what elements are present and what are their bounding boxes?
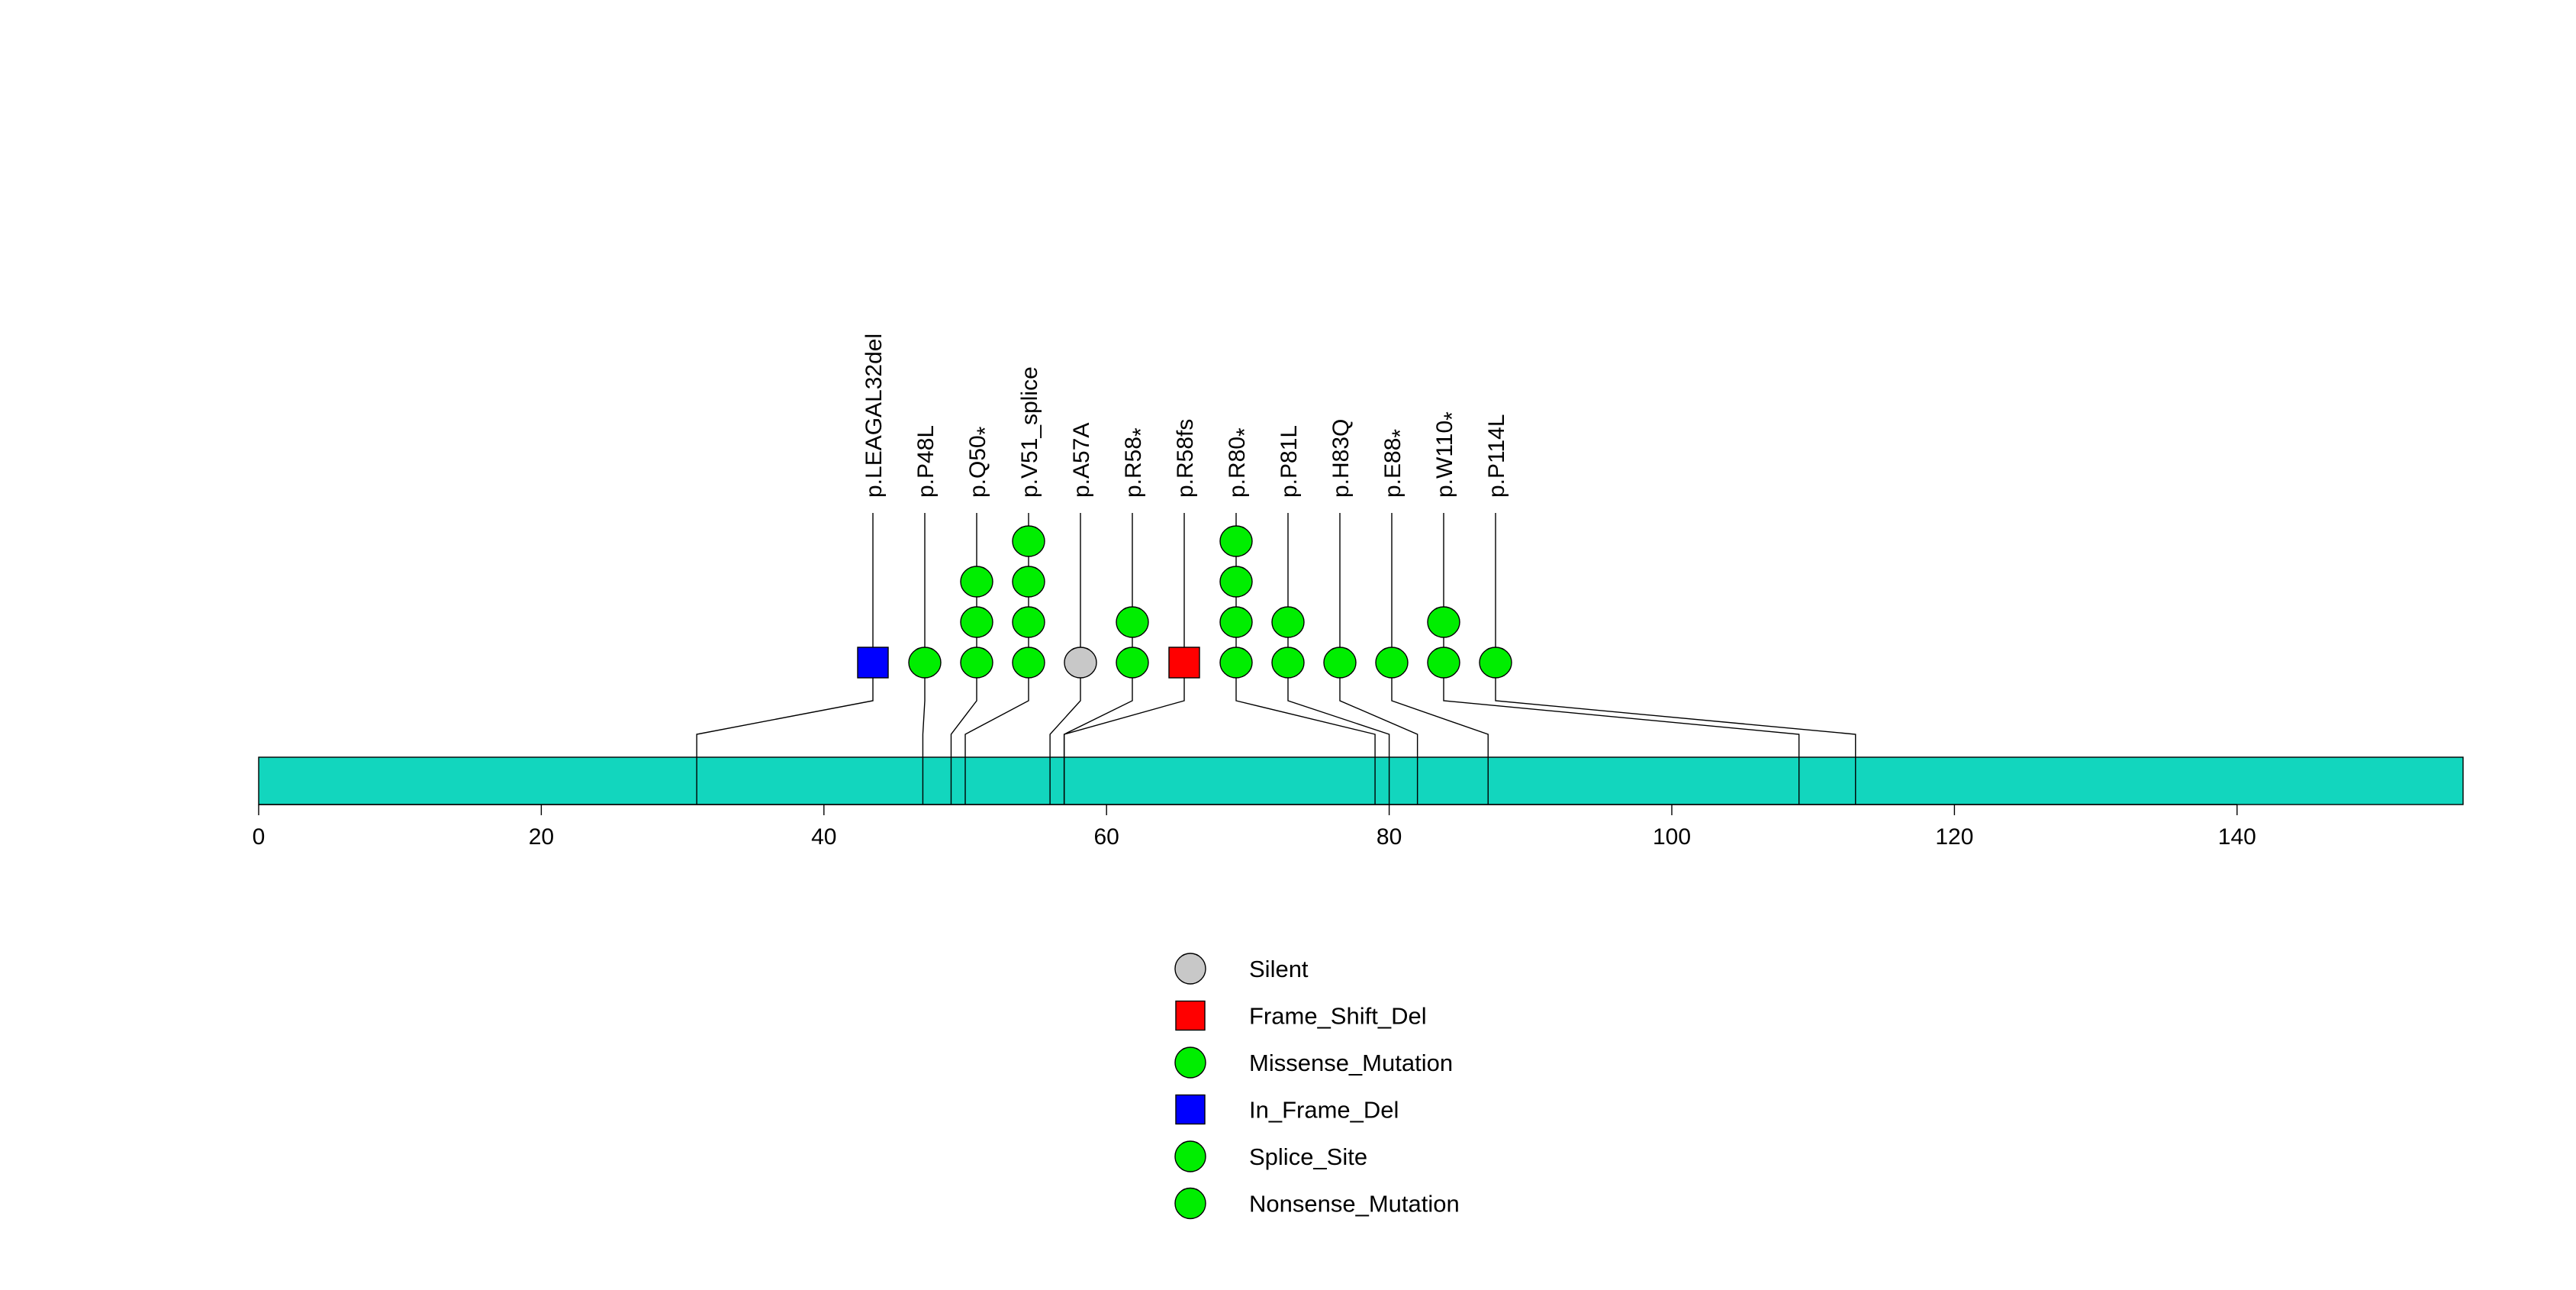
mutation-marker-square [1168, 647, 1200, 679]
mutation-marker-circle [1271, 606, 1305, 638]
mutation-stem [922, 513, 926, 805]
mutation-label: p.P81L [1277, 425, 1302, 498]
mutation-marker-circle [1427, 606, 1460, 638]
mutation-labels: p.LEAGAL32del p.P48L p.Q50* p.V51_splice p.A… [861, 334, 1509, 498]
x-tick-label: 40 [811, 824, 836, 850]
x-tick-label: 20 [529, 824, 554, 850]
legend: Silent Frame_Shift_Del Missense_Mutation In… [1174, 953, 1460, 1220]
mutation-marker-circle [1219, 647, 1253, 679]
mutation-label: p.W110* [1432, 411, 1465, 498]
mutation-marker-circle [960, 566, 993, 598]
legend-swatch-circle [1174, 1047, 1206, 1079]
mutation-marker-circle [1012, 647, 1045, 679]
mutation-label: p.R58fs [1173, 419, 1198, 498]
mutation-stem [1339, 513, 1418, 805]
mutation-marker-circle [1323, 647, 1357, 679]
mutation-label: p.Q50* [965, 426, 998, 498]
mutation-marker-square [857, 647, 889, 679]
mutation-label: p.LEAGAL32del [861, 334, 887, 498]
x-tick-label: 100 [1653, 824, 1691, 850]
mutation-label: p.R80* [1225, 427, 1257, 498]
mutation-markers [857, 525, 1512, 679]
mutation-marker-circle [1116, 647, 1149, 679]
mutation-stem [696, 513, 874, 805]
x-tick-label: 120 [1935, 824, 1973, 850]
legend-label: Frame_Shift_Del [1249, 1003, 1427, 1030]
mutation-marker-circle [1064, 647, 1097, 679]
x-tick-label: 80 [1377, 824, 1402, 850]
mutation-marker-circle [1219, 606, 1253, 638]
mutation-label: p.V51_splice [1017, 366, 1042, 498]
mutation-label: p.E88* [1380, 429, 1413, 498]
mutation-marker-circle [1479, 647, 1512, 679]
mutation-marker-circle [1116, 606, 1149, 638]
legend-label: Silent [1249, 956, 1309, 982]
mutation-stem [1049, 513, 1081, 805]
mutation-stems [696, 513, 1856, 805]
x-tick-label: 60 [1094, 824, 1119, 850]
mutation-marker-circle [1375, 647, 1409, 679]
protein-domain-bar [258, 756, 2464, 805]
legend-label: Splice_Site [1249, 1143, 1367, 1170]
mutation-stem [1495, 513, 1856, 805]
legend-label: In_Frame_Del [1249, 1097, 1399, 1124]
mutation-marker-circle [1012, 525, 1045, 557]
x-axis-ticks: 0 20 40 60 80 100 120 140 [253, 805, 2256, 850]
mutation-stem [1063, 513, 1185, 805]
legend-swatch-circle [1174, 1140, 1206, 1172]
mutation-label: p.H83Q [1328, 419, 1354, 498]
mutation-marker-circle [908, 647, 942, 679]
mutation-marker-circle [1219, 566, 1253, 598]
mutation-label: p.R58* [1121, 427, 1154, 498]
legend-swatch-circle [1174, 953, 1206, 985]
mutation-marker-circle [1012, 606, 1045, 638]
x-tick-label: 0 [253, 824, 266, 850]
legend-label: Nonsense_Mutation [1249, 1191, 1460, 1217]
mutation-label: p.P48L [913, 425, 939, 498]
mutation-marker-circle [960, 606, 993, 638]
x-tick-label: 140 [2218, 824, 2256, 850]
mutation-marker-circle [1219, 525, 1253, 557]
mutation-marker-circle [1012, 566, 1045, 598]
legend-swatch-square [1175, 1000, 1206, 1031]
mutation-marker-circle [1271, 647, 1305, 679]
legend-label: Missense_Mutation [1249, 1050, 1453, 1076]
mutation-marker-circle [1427, 647, 1460, 679]
legend-swatch-circle [1174, 1187, 1206, 1220]
mutation-marker-circle [960, 647, 993, 679]
mutation-label: p.A57A [1069, 423, 1094, 498]
legend-swatch-square [1175, 1094, 1206, 1125]
mutation-stem [1391, 513, 1489, 805]
mutation-label: p.P114L [1484, 414, 1509, 498]
